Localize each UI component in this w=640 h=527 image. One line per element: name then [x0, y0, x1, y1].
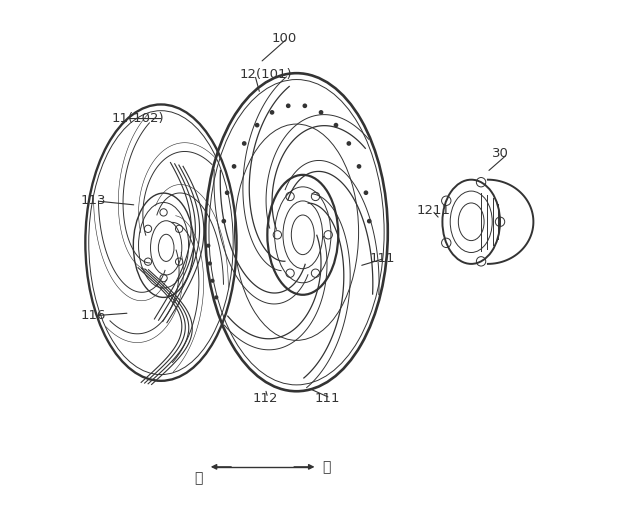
Text: 前: 前	[323, 460, 331, 474]
Circle shape	[225, 190, 230, 195]
Circle shape	[232, 164, 236, 169]
Circle shape	[206, 243, 211, 248]
Text: 12(101): 12(101)	[239, 68, 292, 81]
Text: 111: 111	[315, 392, 340, 405]
Text: 11(102): 11(102)	[111, 112, 164, 125]
Circle shape	[242, 141, 246, 146]
Circle shape	[255, 123, 259, 128]
Circle shape	[303, 103, 307, 108]
Circle shape	[319, 110, 323, 115]
Text: 後: 後	[195, 471, 203, 485]
Text: 1211: 1211	[417, 204, 451, 217]
Circle shape	[214, 295, 218, 299]
Text: 113: 113	[80, 194, 106, 208]
Circle shape	[333, 123, 339, 128]
Circle shape	[208, 261, 212, 266]
Text: 116: 116	[80, 309, 106, 322]
Text: 112: 112	[252, 392, 278, 405]
Text: 30: 30	[492, 148, 509, 161]
Circle shape	[356, 164, 362, 169]
Circle shape	[221, 219, 226, 223]
Circle shape	[211, 279, 214, 283]
Text: 111: 111	[369, 252, 395, 265]
Text: 100: 100	[272, 32, 297, 45]
Circle shape	[346, 141, 351, 146]
Circle shape	[364, 190, 368, 195]
Circle shape	[269, 110, 275, 115]
Circle shape	[367, 219, 372, 223]
Circle shape	[286, 103, 291, 108]
